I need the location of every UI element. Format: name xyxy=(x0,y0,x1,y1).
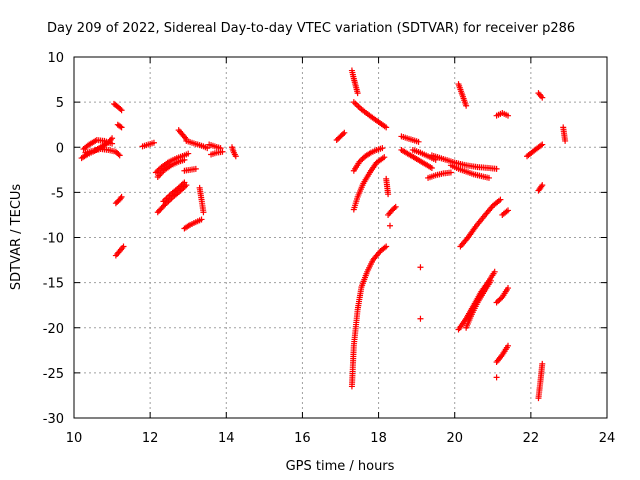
data-point xyxy=(505,112,512,119)
data-point xyxy=(118,107,125,114)
x-tick-label: 20 xyxy=(446,431,463,446)
y-tick-label: -10 xyxy=(43,232,64,247)
x-axis-ticks: 10 12 14 16 18 20 22 24 xyxy=(66,57,616,446)
data-point xyxy=(115,151,122,158)
data-point xyxy=(505,342,512,349)
data-point xyxy=(562,137,569,144)
data-points xyxy=(78,67,569,402)
data-point xyxy=(487,277,494,284)
data-point xyxy=(341,129,348,136)
data-point xyxy=(505,207,512,214)
data-point xyxy=(232,153,239,160)
data-point xyxy=(181,156,188,163)
data-point xyxy=(386,222,393,229)
data-point xyxy=(150,139,157,146)
gridlines xyxy=(74,57,607,418)
data-point xyxy=(185,150,192,157)
data-point xyxy=(204,145,211,152)
y-tick-label: 10 xyxy=(47,51,64,66)
data-point xyxy=(447,169,454,176)
data-point xyxy=(383,124,390,131)
y-tick-label: -20 xyxy=(43,322,64,337)
data-point xyxy=(485,174,492,181)
y-tick-label: -15 xyxy=(43,277,64,292)
y-tick-label: -30 xyxy=(43,412,64,427)
data-point xyxy=(497,196,504,203)
data-point xyxy=(118,193,125,200)
data-point xyxy=(354,90,361,97)
data-point xyxy=(117,195,124,202)
y-tick-label: 0 xyxy=(56,141,64,156)
data-point xyxy=(538,142,545,149)
data-point xyxy=(539,141,546,148)
data-point xyxy=(198,216,205,223)
data-point xyxy=(463,102,470,109)
data-point xyxy=(192,165,199,172)
data-point xyxy=(383,243,390,250)
data-point xyxy=(200,209,207,216)
x-tick-label: 14 xyxy=(218,431,235,446)
data-point xyxy=(505,285,512,292)
data-point xyxy=(116,152,123,159)
chart-title: Day 209 of 2022, Sidereal Day-to-day VTE… xyxy=(47,21,575,36)
data-point xyxy=(417,315,424,322)
data-point xyxy=(491,268,498,275)
data-point xyxy=(417,264,424,271)
data-point xyxy=(117,123,124,130)
data-point xyxy=(493,165,500,172)
data-point xyxy=(428,165,435,172)
data-point xyxy=(539,182,546,189)
x-axis-title: GPS time / hours xyxy=(286,459,395,474)
data-point xyxy=(117,106,124,113)
y-axis-ticks: 10 5 0 -5 -10 -15 -20 -25 -30 xyxy=(43,51,607,427)
data-point xyxy=(381,154,388,161)
data-point xyxy=(161,202,168,209)
data-point xyxy=(181,179,188,186)
data-point xyxy=(415,138,422,145)
data-point xyxy=(385,191,392,198)
y-tick-label: -25 xyxy=(43,367,64,382)
data-point xyxy=(340,131,347,138)
x-tick-label: 18 xyxy=(370,431,387,446)
x-tick-label: 10 xyxy=(66,431,83,446)
x-tick-label: 24 xyxy=(599,431,616,446)
plot-frame xyxy=(73,56,608,419)
data-point xyxy=(118,124,125,131)
x-tick-label: 22 xyxy=(523,431,540,446)
data-point xyxy=(493,374,500,381)
y-tick-label: 5 xyxy=(56,96,64,111)
data-point xyxy=(392,203,399,210)
data-point xyxy=(391,205,398,212)
data-point xyxy=(120,243,127,250)
data-point xyxy=(379,145,386,152)
data-point xyxy=(539,360,546,367)
x-tick-label: 12 xyxy=(142,431,159,446)
data-point xyxy=(109,135,116,142)
x-tick-label: 16 xyxy=(294,431,311,446)
data-point xyxy=(538,183,545,190)
y-axis-title: SDTVAR / TECUs xyxy=(9,184,24,291)
y-tick-label: -5 xyxy=(51,186,64,201)
data-point xyxy=(539,94,546,101)
data-point xyxy=(219,148,226,155)
